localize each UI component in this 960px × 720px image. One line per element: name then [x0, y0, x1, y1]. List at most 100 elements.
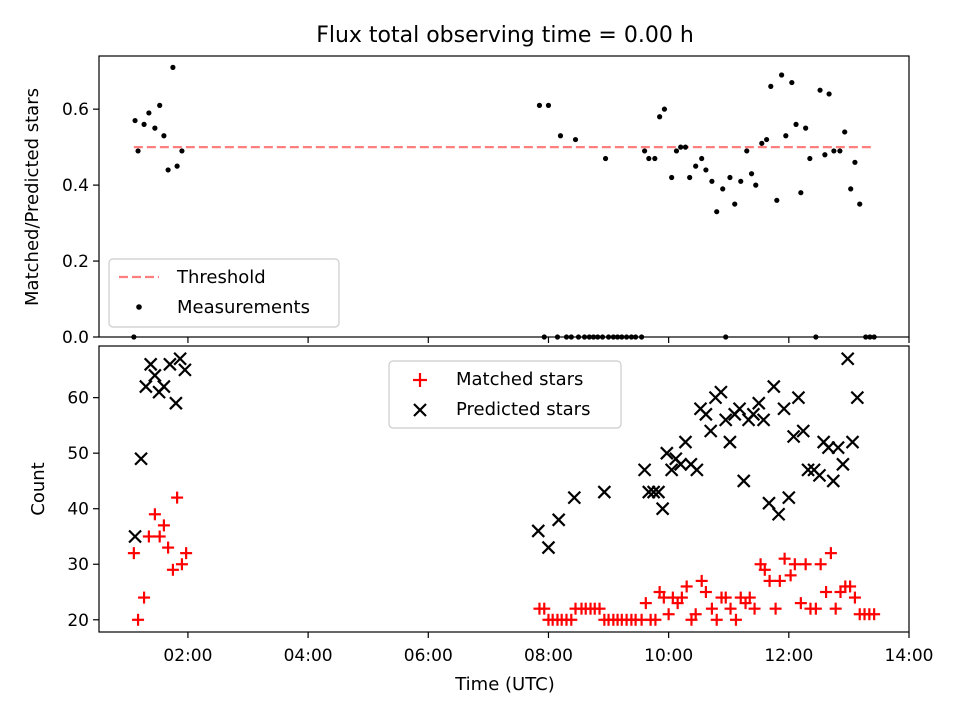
- predicted-star-marker: [597, 485, 612, 499]
- bottom-panel: 20 30 40 50 60 02:00 04:00 06:00 08:00 10:00 12:0…: [28, 345, 934, 695]
- top-legend-box: [108, 258, 340, 328]
- measurement-point: [759, 140, 765, 146]
- measurement-point: [727, 174, 733, 181]
- predicted-star-marker: [567, 490, 582, 505]
- legend-threshold-label: Threshold: [176, 267, 266, 288]
- matched-star-marker: [868, 608, 881, 621]
- top-y-tick-label: 0.2: [62, 252, 89, 272]
- bottom-legend: Matched stars Predicted stars: [388, 360, 622, 429]
- measurement-point: [157, 102, 163, 108]
- predicted-star-marker: [796, 424, 811, 438]
- predicted-star-marker: [673, 457, 688, 472]
- matched-star-marker: [695, 574, 708, 587]
- matched-star-marker: [794, 597, 807, 610]
- matched-star-marker: [788, 558, 801, 571]
- measurement-point: [852, 159, 858, 165]
- matched-star-marker: [829, 602, 842, 615]
- matched-star-marker: [538, 602, 551, 615]
- predicted-star-marker: [736, 474, 751, 488]
- predicted-star-marker: [660, 446, 674, 460]
- top-panel: 0.0 0.2 0.4 0.6 Matched/Predicted stars Thr…: [22, 55, 910, 348]
- matched-star-marker: [689, 608, 702, 621]
- predicted-star-marker: [812, 468, 827, 483]
- measurement-point: [703, 167, 709, 173]
- matched-star-marker: [848, 591, 861, 604]
- bottom-x-ticks: 02:00 04:00 06:00 08:00 10:00 12:00 14:00: [163, 632, 934, 666]
- top-y-tick-label: 0.6: [62, 100, 89, 120]
- measurement-point: [779, 72, 785, 78]
- matched-star-marker: [758, 563, 771, 576]
- measurement-point: [768, 83, 774, 89]
- predicted-star-marker: [836, 457, 850, 472]
- matched-star-marker: [565, 613, 578, 626]
- matched-star-marker: [784, 569, 797, 582]
- measurement-point: [165, 167, 171, 173]
- x-tick-label: 02:00: [163, 646, 212, 666]
- matched-star-marker: [724, 602, 737, 615]
- measurement-point: [699, 155, 705, 162]
- measurement-point: [545, 102, 552, 108]
- measurement-point: [753, 182, 759, 188]
- x-tick-label: 04:00: [284, 646, 333, 666]
- top-y-ticks: 0.0 0.2 0.4 0.6: [62, 100, 99, 348]
- predicted-star-marker: [771, 507, 786, 522]
- predicted-star-marker: [801, 463, 815, 477]
- top-y-tick-label: 0.4: [62, 176, 89, 196]
- measurement-point: [174, 163, 180, 169]
- predicted-star-marker: [173, 351, 187, 366]
- matched-star-marker: [820, 586, 833, 599]
- x-tick-label: 10:00: [644, 646, 693, 666]
- measurement-point: [669, 174, 675, 181]
- bottom-legend-box: [388, 360, 622, 429]
- predicted-star-marker: [767, 379, 781, 394]
- measurement-point: [682, 144, 689, 150]
- predicted-star-marker: [143, 357, 158, 372]
- measurement-point: [678, 144, 684, 150]
- matched-star-marker: [844, 580, 857, 593]
- measurement-point: [536, 102, 543, 108]
- matched-star-marker: [132, 613, 145, 626]
- measurement-point: [687, 174, 693, 181]
- predicted-star-marker: [134, 451, 148, 466]
- matched-star-marker: [171, 491, 184, 504]
- measurement-point: [837, 148, 843, 154]
- matched-star-marker: [809, 602, 822, 615]
- matched-star-marker: [639, 597, 652, 610]
- predicted-star-marker: [723, 435, 737, 449]
- bottom-y-tick-label: 50: [67, 444, 89, 464]
- predicted-star-marker: [178, 363, 192, 377]
- top-y-axis-label: Matched/Predicted stars: [22, 88, 43, 306]
- matched-stars-points: [127, 491, 881, 626]
- top-x-ticks: [187, 337, 910, 343]
- predicted-star-marker: [169, 396, 183, 410]
- predicted-stars-points: [128, 351, 865, 555]
- matched-star-marker: [162, 541, 175, 554]
- predicted-star-marker: [699, 407, 713, 422]
- measurement-point: [732, 201, 738, 207]
- matched-star-marker: [175, 558, 188, 571]
- top-axes-frame: [98, 55, 910, 338]
- predicted-star-marker: [551, 513, 566, 527]
- predicted-star-marker: [651, 485, 666, 499]
- matched-star-marker: [142, 530, 155, 543]
- legend-predicted-swatch: [413, 403, 427, 417]
- measurement-point: [763, 136, 770, 143]
- measurement-point: [646, 155, 652, 162]
- measurement-point: [170, 64, 176, 70]
- predicted-star-marker: [751, 396, 766, 410]
- measurement-point: [848, 186, 854, 192]
- matched-star-marker: [166, 563, 179, 576]
- legend-matched-swatch: [413, 373, 427, 387]
- predicted-star-marker: [642, 485, 656, 499]
- matched-star-marker: [680, 580, 693, 593]
- matched-star-marker: [705, 602, 718, 615]
- matched-star-marker: [773, 574, 786, 587]
- measurement-point: [789, 79, 795, 86]
- predicted-star-marker: [163, 357, 177, 372]
- predicted-star-marker: [637, 463, 652, 477]
- measurement-point: [152, 125, 158, 131]
- x-tick-label: 12:00: [764, 646, 813, 666]
- matched-star-marker: [675, 591, 688, 604]
- measurement-point: [842, 129, 848, 135]
